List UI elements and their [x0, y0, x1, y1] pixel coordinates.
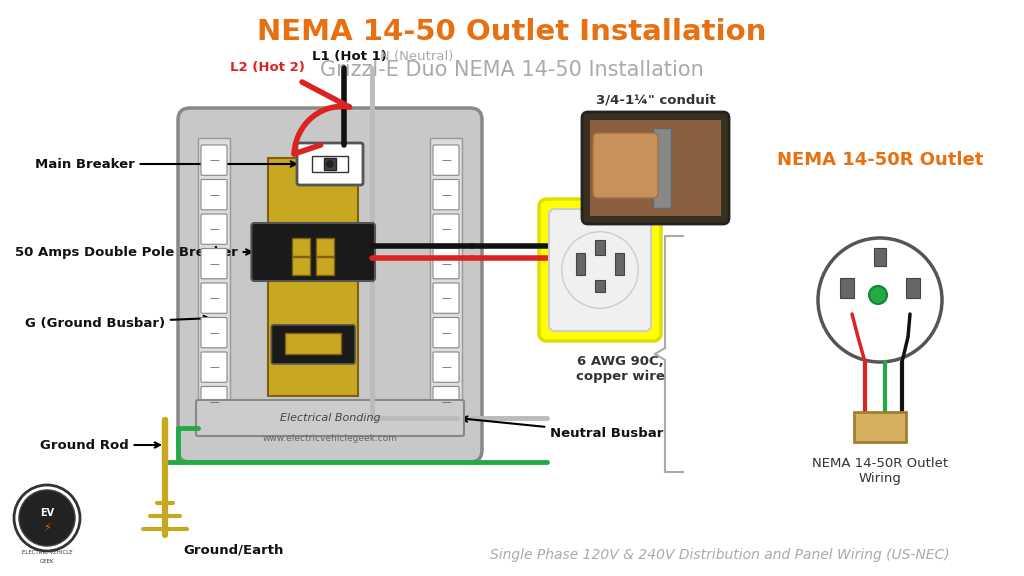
- Text: —: —: [209, 397, 219, 407]
- FancyBboxPatch shape: [201, 317, 227, 348]
- Bar: [595, 280, 605, 292]
- Text: www.electricvehiclegeek.com: www.electricvehiclegeek.com: [262, 434, 397, 442]
- FancyBboxPatch shape: [539, 199, 662, 341]
- Text: Electrical Bonding: Electrical Bonding: [280, 413, 380, 423]
- Circle shape: [326, 160, 334, 168]
- Bar: [286, 333, 341, 354]
- FancyBboxPatch shape: [297, 143, 362, 185]
- FancyBboxPatch shape: [433, 352, 459, 382]
- Bar: [430, 138, 462, 430]
- Text: —: —: [209, 293, 219, 303]
- Circle shape: [14, 485, 80, 551]
- Text: Grizzl-E Duo NEMA 14-50 Installation: Grizzl-E Duo NEMA 14-50 Installation: [321, 60, 703, 80]
- Text: —: —: [441, 155, 451, 165]
- Text: —: —: [441, 362, 451, 372]
- Text: N (Neutral): N (Neutral): [380, 50, 454, 63]
- FancyBboxPatch shape: [433, 386, 459, 417]
- FancyBboxPatch shape: [252, 223, 375, 281]
- Text: ⚡: ⚡: [43, 523, 51, 533]
- Bar: [312, 156, 348, 172]
- FancyBboxPatch shape: [433, 145, 459, 175]
- FancyBboxPatch shape: [201, 180, 227, 210]
- Bar: [268, 158, 358, 396]
- Text: —: —: [209, 328, 219, 338]
- Text: Main Breaker: Main Breaker: [35, 157, 296, 170]
- Bar: [292, 238, 310, 256]
- FancyBboxPatch shape: [201, 352, 227, 382]
- Text: —: —: [441, 224, 451, 234]
- Circle shape: [19, 490, 75, 546]
- FancyBboxPatch shape: [433, 180, 459, 210]
- Text: 3/4-1¼" conduit: 3/4-1¼" conduit: [596, 93, 716, 106]
- Circle shape: [869, 286, 887, 304]
- Text: NEMA 14-50 Outlet Installation: NEMA 14-50 Outlet Installation: [257, 18, 767, 46]
- Text: —: —: [209, 155, 219, 165]
- Text: L1 (Hot 1): L1 (Hot 1): [311, 50, 386, 63]
- Text: L2 (Hot 2): L2 (Hot 2): [229, 61, 304, 74]
- FancyBboxPatch shape: [201, 214, 227, 244]
- Text: —: —: [209, 362, 219, 372]
- FancyBboxPatch shape: [433, 248, 459, 279]
- Text: —: —: [441, 293, 451, 303]
- Bar: [615, 253, 624, 275]
- Text: NEMA 14-50R Outlet
Wiring: NEMA 14-50R Outlet Wiring: [812, 457, 948, 485]
- Text: 50 Amps Double Pole Breaker: 50 Amps Double Pole Breaker: [15, 245, 251, 259]
- Text: G (Ground Busbar): G (Ground Busbar): [25, 316, 209, 329]
- Text: —: —: [209, 190, 219, 200]
- Text: Ground Rod: Ground Rod: [40, 438, 160, 452]
- Bar: [840, 278, 854, 298]
- Text: —: —: [441, 397, 451, 407]
- Bar: [653, 128, 671, 208]
- FancyBboxPatch shape: [271, 325, 355, 364]
- FancyBboxPatch shape: [433, 317, 459, 348]
- Bar: [198, 138, 230, 430]
- Bar: [590, 120, 721, 216]
- Bar: [324, 158, 336, 170]
- Text: 6 AWG 90C,
copper wire: 6 AWG 90C, copper wire: [575, 355, 665, 383]
- Bar: [854, 412, 906, 442]
- Text: ELECTRIC VEHICLE: ELECTRIC VEHICLE: [22, 550, 73, 555]
- Bar: [292, 257, 310, 275]
- Text: —: —: [441, 190, 451, 200]
- FancyBboxPatch shape: [582, 112, 729, 224]
- FancyBboxPatch shape: [201, 145, 227, 175]
- FancyBboxPatch shape: [433, 214, 459, 244]
- Circle shape: [818, 238, 942, 362]
- Text: Ground/Earth: Ground/Earth: [183, 543, 284, 556]
- Bar: [595, 240, 605, 255]
- FancyBboxPatch shape: [196, 400, 464, 436]
- Bar: [316, 257, 334, 275]
- Bar: [575, 253, 585, 275]
- FancyBboxPatch shape: [178, 108, 482, 462]
- Bar: [906, 278, 920, 298]
- FancyBboxPatch shape: [433, 283, 459, 313]
- Text: Neutral Busbar: Neutral Busbar: [462, 416, 664, 439]
- Text: —: —: [209, 224, 219, 234]
- Circle shape: [562, 232, 638, 308]
- Text: EV: EV: [40, 508, 54, 518]
- Text: —: —: [209, 259, 219, 268]
- FancyBboxPatch shape: [201, 386, 227, 417]
- Bar: [316, 238, 334, 256]
- Text: —: —: [441, 328, 451, 338]
- FancyBboxPatch shape: [593, 133, 658, 198]
- Text: GEEK: GEEK: [40, 559, 54, 564]
- Text: —: —: [441, 259, 451, 268]
- Text: NEMA 14-50R Outlet: NEMA 14-50R Outlet: [777, 151, 983, 169]
- FancyBboxPatch shape: [201, 248, 227, 279]
- Text: Single Phase 120V & 240V Distribution and Panel Wiring (US-NEC): Single Phase 120V & 240V Distribution an…: [490, 548, 950, 562]
- FancyBboxPatch shape: [549, 209, 651, 331]
- Bar: [874, 248, 886, 266]
- FancyBboxPatch shape: [201, 283, 227, 313]
